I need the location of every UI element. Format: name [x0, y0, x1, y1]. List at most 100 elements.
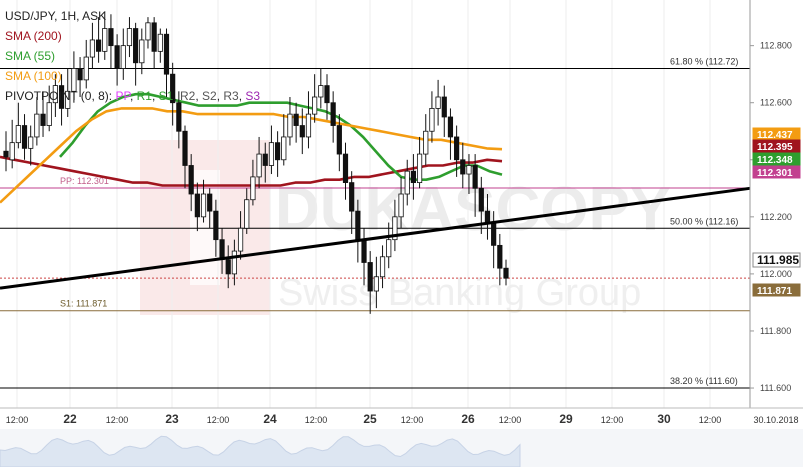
candle-4 [28, 125, 34, 166]
legend-sma55: SMA (55) [5, 49, 56, 63]
candle-body-7 [46, 102, 52, 126]
price-tick-label-4: 112.000 [760, 269, 792, 279]
candle-42 [262, 142, 268, 183]
candle-body-72 [447, 116, 454, 138]
candle-64 [398, 176, 404, 229]
candle-65 [404, 159, 410, 206]
candle-0 [3, 131, 9, 172]
candle-46 [287, 97, 293, 146]
time-tick-label-5: 24 [263, 412, 277, 426]
watermark-tagline: Swiss Banking Group [278, 272, 641, 314]
candle-5 [34, 97, 40, 146]
time-tick-label-6: 12:00 [305, 415, 328, 425]
candles[interactable] [3, 11, 509, 314]
candle-32 [200, 179, 207, 223]
candle-body-73 [454, 136, 460, 161]
candle-body-11 [71, 68, 77, 92]
candle-body-27 [170, 73, 176, 104]
candle-72 [447, 108, 454, 160]
legend-s2: S2 [202, 89, 217, 103]
candle-39 [244, 188, 250, 234]
candle-body-59 [367, 262, 373, 292]
candle-body-66 [410, 170, 417, 184]
price-tag-label-2: 112.348 [757, 155, 793, 166]
horizontal-levels: 61.80 % (112.72) 50.00 % (112.16) 38.20 % … [0, 56, 750, 389]
candle-73 [454, 125, 460, 177]
legend-s3: S3 [245, 89, 261, 103]
price-tag-box-5 [752, 283, 801, 297]
candle-body-76 [472, 165, 478, 189]
candle-body-31 [194, 193, 200, 218]
candle-23 [145, 17, 151, 49]
trendline-group [0, 186, 751, 290]
price-tick-label-3: 112.200 [760, 212, 792, 222]
candle-body-52 [324, 85, 330, 104]
candle-body-40 [250, 176, 256, 201]
time-tick-label-13: 30 [657, 412, 671, 426]
candle-body-29 [182, 130, 188, 166]
price-tag-label-0: 112.437 [757, 130, 793, 141]
trendline [0, 186, 751, 290]
candle-body-41 [256, 153, 262, 178]
legend-r3: R3 [223, 89, 239, 103]
legend-sma100: SMA (100) [5, 69, 62, 83]
candle-80 [497, 233, 503, 286]
candle-body-77 [478, 187, 484, 212]
candle-30 [188, 154, 194, 212]
candle-body-38 [237, 227, 244, 252]
level-label-2: 38.20 % (111.60) [670, 376, 738, 386]
candle-body-68 [423, 130, 429, 155]
candle-body-2 [15, 125, 21, 144]
watermark-group: DUKASCOPY Swiss Banking Group [140, 140, 671, 315]
candle-body-62 [386, 239, 392, 258]
candle-16 [102, 11, 108, 60]
candle-34 [213, 199, 219, 257]
candle-69 [429, 91, 435, 143]
price-tick-label-1: 112.600 [760, 98, 792, 108]
candle-body-53 [330, 102, 336, 126]
candle-body-6 [40, 113, 46, 126]
legend-pivot-prefix: PIVOTPOINT (0, 8): [5, 89, 116, 103]
price-tag-label-3: 112.301 [757, 168, 793, 179]
candle-body-23 [145, 22, 151, 41]
candle-body-21 [133, 28, 139, 64]
navigator-strip[interactable] [0, 429, 803, 467]
candle-body-54 [336, 125, 342, 155]
price-tag-label-4: 111.985 [757, 253, 799, 267]
candle-body-14 [89, 39, 96, 58]
price-tag-label-5: 111.871 [757, 286, 792, 297]
navigator-area [0, 435, 521, 467]
candle-body-20 [126, 28, 133, 47]
candle-body-67 [416, 153, 423, 184]
time-tick-label-15: 30.10.2018 [753, 415, 798, 425]
price-tick-label-5: 111.800 [760, 326, 791, 336]
candle-15 [95, 17, 102, 63]
candle-20 [126, 17, 133, 58]
legend-pivotpoint: PIVOTPOINT (0, 8): PP, R1, S1, R2, S2, R… [5, 89, 261, 103]
price-axis: 112.800112.600112.400112.200112.000111.8… [749, 0, 792, 408]
candle-71 [441, 85, 447, 137]
candle-body-75 [466, 165, 472, 175]
price-tag-box-4 [752, 252, 801, 268]
candle-body-9 [58, 85, 65, 109]
candle-body-80 [497, 244, 503, 269]
candle-2 [15, 102, 21, 149]
candle-51 [318, 68, 324, 109]
candle-66 [410, 154, 417, 200]
time-tick-label-4: 12:00 [207, 415, 230, 425]
price-tag-box-3 [752, 165, 801, 179]
candle-18 [114, 34, 120, 86]
candle-body-55 [342, 153, 349, 184]
level-label-1: 50.00 % (112.16) [670, 216, 738, 226]
candle-26 [163, 28, 170, 98]
candle-body-63 [392, 216, 398, 241]
candle-body-49 [305, 113, 312, 138]
candle-body-56 [349, 182, 355, 212]
candle-body-58 [361, 239, 367, 263]
candle-38 [237, 211, 244, 260]
candle-12 [77, 57, 83, 98]
candle-45 [281, 114, 287, 166]
candle-29 [182, 125, 188, 189]
